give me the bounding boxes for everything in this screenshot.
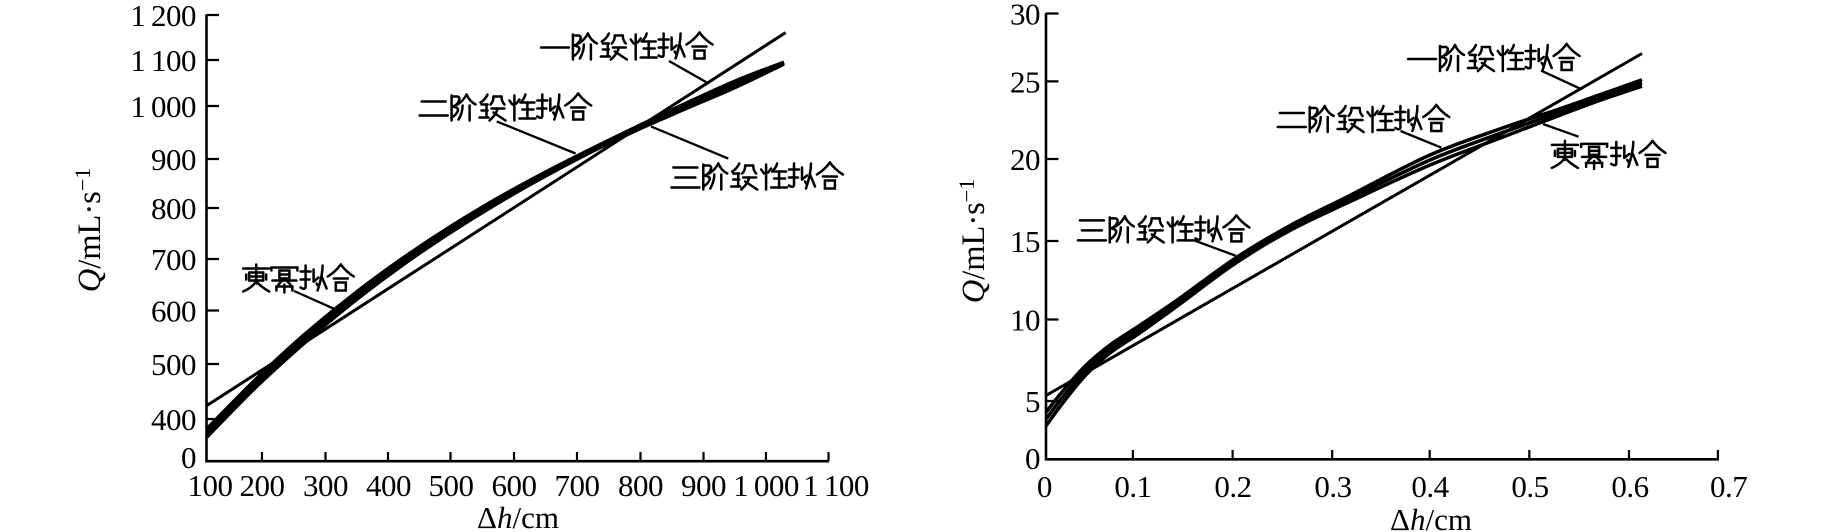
- svg-text:5: 5: [1025, 384, 1040, 419]
- svg-text:Δh/cm: Δh/cm: [1390, 502, 1472, 532]
- svg-text:1 000: 1 000: [733, 468, 799, 503]
- svg-text:1 100: 1 100: [130, 43, 196, 78]
- svg-text:400: 400: [366, 468, 411, 503]
- svg-text:100: 100: [188, 468, 233, 503]
- svg-text:400: 400: [151, 402, 196, 437]
- svg-text:700: 700: [151, 242, 196, 277]
- svg-text:0: 0: [1037, 469, 1052, 504]
- svg-text:0.4: 0.4: [1411, 469, 1449, 504]
- svg-text:1 100: 1 100: [803, 468, 869, 503]
- svg-text:15: 15: [1010, 224, 1040, 259]
- svg-text:200: 200: [240, 468, 285, 503]
- svg-text:300: 300: [303, 468, 348, 503]
- svg-text:700: 700: [555, 468, 600, 503]
- svg-text:800: 800: [151, 191, 196, 226]
- svg-text:0.1: 0.1: [1114, 469, 1151, 504]
- svg-text:20: 20: [1010, 142, 1040, 177]
- svg-text:0: 0: [181, 440, 196, 475]
- svg-text:25: 25: [1010, 64, 1040, 99]
- svg-text:0.6: 0.6: [1611, 469, 1648, 504]
- svg-text:1 000: 1 000: [130, 89, 196, 124]
- svg-text:0.5: 0.5: [1511, 469, 1548, 504]
- svg-text:0.7: 0.7: [1710, 469, 1747, 504]
- svg-text:500: 500: [429, 468, 474, 503]
- svg-text:1 200: 1 200: [130, 0, 196, 33]
- svg-text:0.3: 0.3: [1314, 469, 1351, 504]
- svg-text:900: 900: [681, 468, 726, 503]
- svg-text:10: 10: [1010, 303, 1040, 338]
- svg-text:600: 600: [492, 468, 537, 503]
- svg-text:Δh/cm: Δh/cm: [477, 500, 559, 532]
- svg-text:800: 800: [618, 468, 663, 503]
- svg-text:30: 30: [1010, 0, 1040, 32]
- svg-text:0: 0: [1025, 441, 1040, 476]
- svg-text:500: 500: [151, 347, 196, 382]
- svg-text:600: 600: [151, 294, 196, 329]
- svg-text:900: 900: [151, 142, 196, 177]
- svg-text:0.2: 0.2: [1214, 469, 1251, 504]
